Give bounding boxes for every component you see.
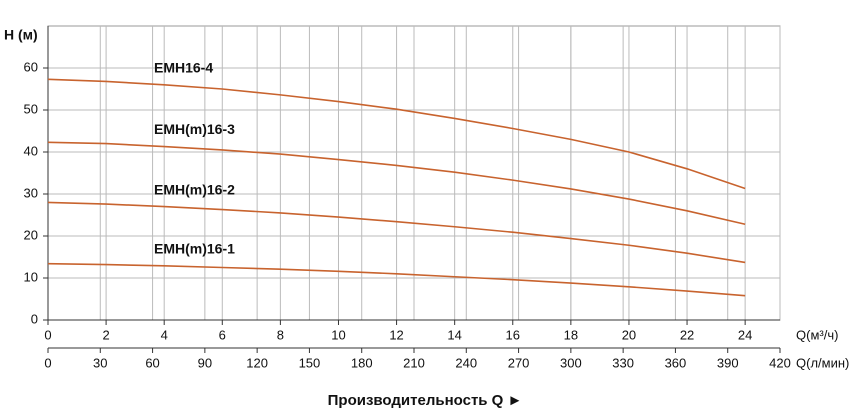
x2-tick-label: 210 <box>403 355 425 370</box>
x2-tick-label: 90 <box>198 355 212 370</box>
x-tick-label: 4 <box>161 327 168 342</box>
curve-label: EMH16-4 <box>154 60 213 76</box>
x-axis-label: Q(м³/ч) <box>796 327 838 342</box>
x2-tick-label: 240 <box>455 355 477 370</box>
y-tick-label: 30 <box>24 185 38 200</box>
curve-label: EMH(m)16-3 <box>154 121 235 137</box>
x2-tick-label: 30 <box>93 355 107 370</box>
x2-tick-label: 270 <box>508 355 530 370</box>
curve-label: EMH(m)16-2 <box>154 181 235 197</box>
x2-tick-label: 390 <box>717 355 739 370</box>
x2-tick-label: 300 <box>560 355 582 370</box>
x-title: Производительность Q ► <box>328 392 523 409</box>
x-tick-label: 0 <box>44 327 51 342</box>
x-tick-label: 10 <box>331 327 345 342</box>
x-tick-label: 8 <box>277 327 284 342</box>
y-tick-label: 0 <box>31 311 38 326</box>
curve <box>47 201 746 264</box>
x-tick-label: 14 <box>447 327 461 342</box>
x2-tick-label: 330 <box>612 355 634 370</box>
x-tick-label: 24 <box>738 327 752 342</box>
curve <box>47 78 746 190</box>
curve <box>47 262 746 297</box>
x-tick-label: 22 <box>680 327 694 342</box>
curve <box>47 141 746 226</box>
y-tick-label: 40 <box>24 143 38 158</box>
x2-axis-label: Q(л/мин) <box>796 355 849 370</box>
x-tick-label: 2 <box>102 327 109 342</box>
x2-tick-label: 120 <box>246 355 268 370</box>
x-tick-label: 20 <box>622 327 636 342</box>
x2-tick-label: 360 <box>665 355 687 370</box>
x-tick-label: 16 <box>506 327 520 342</box>
y-tick-label: 50 <box>24 101 38 116</box>
x2-tick-label: 0 <box>44 355 51 370</box>
x2-tick-label: 180 <box>351 355 373 370</box>
x2-tick-label: 60 <box>145 355 159 370</box>
x2-tick-label: 420 <box>769 355 791 370</box>
curve-label: EMH(m)16-1 <box>154 241 235 257</box>
y-axis-label: H (м) <box>4 27 38 43</box>
x-tick-label: 12 <box>389 327 403 342</box>
y-tick-label: 20 <box>24 227 38 242</box>
x2-tick-label: 150 <box>299 355 321 370</box>
y-tick-label: 10 <box>24 269 38 284</box>
y-tick-label: 60 <box>24 59 38 74</box>
x-tick-label: 18 <box>564 327 578 342</box>
x-tick-label: 6 <box>219 327 226 342</box>
